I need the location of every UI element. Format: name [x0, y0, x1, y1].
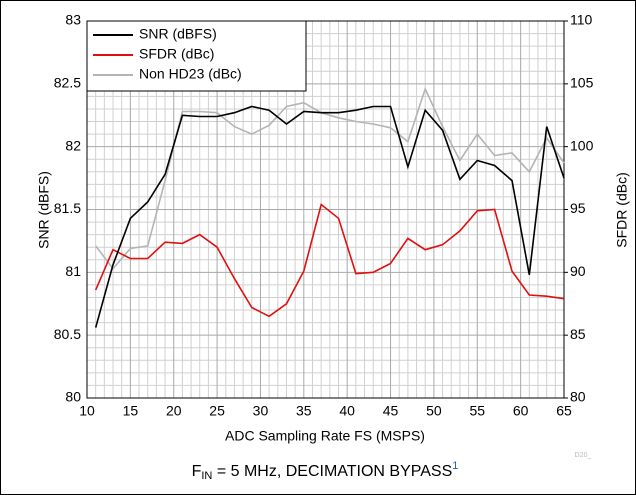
- caption-sub: IN: [201, 470, 212, 482]
- x-tick-label: 40: [339, 403, 355, 419]
- y2-tick-label: 80: [570, 389, 586, 405]
- x-tick-label: 55: [469, 403, 485, 419]
- x-tick-label: 10: [79, 403, 95, 419]
- y-tick-label: 83: [65, 12, 81, 28]
- x-tick-label: 30: [253, 403, 269, 419]
- x-tick-label: 60: [513, 403, 529, 419]
- y2-tick-label: 95: [570, 200, 586, 216]
- y-tick-label: 80.5: [54, 326, 81, 342]
- caption: FIN = 5 MHz, DECIMATION BYPASS1: [192, 460, 459, 482]
- x-tick-label: 45: [383, 403, 399, 419]
- y-tick-label: 82: [65, 137, 81, 153]
- y2-tick-label: 90: [570, 263, 586, 279]
- x-axis-label: ADC Sampling Rate FS (MSPS): [225, 428, 425, 444]
- y2-tick-label: 110: [570, 12, 593, 28]
- x-tick-label: 25: [209, 403, 225, 419]
- y-tick-label: 82.5: [54, 75, 81, 91]
- y-tick-label: 81: [65, 263, 81, 279]
- x-tick-label: 65: [556, 403, 572, 419]
- y2-tick-label: 100: [570, 137, 594, 153]
- y-tick-label: 80: [65, 389, 81, 405]
- caption-rest: = 5 MHz, DECIMATION BYPASS: [212, 463, 452, 480]
- caption-sup: 1: [452, 460, 458, 472]
- x-tick-label: 15: [123, 403, 139, 419]
- legend-label: SNR (dBFS): [139, 26, 217, 42]
- figure-id: D20_: [575, 452, 592, 459]
- series-line: [94, 105, 565, 328]
- x-tick-label: 35: [296, 403, 312, 419]
- legend-label: Non HD23 (dBc): [139, 66, 242, 82]
- x-tick-label: 50: [426, 403, 442, 419]
- y2-tick-label: 85: [570, 326, 586, 342]
- y-axis-label: SNR (dBFS): [36, 171, 52, 249]
- legend-label: SFDR (dBc): [139, 46, 214, 62]
- plot-border: [86, 20, 565, 399]
- series-line: [94, 203, 565, 318]
- y2-axis-label: SFDR (dBc): [614, 172, 630, 247]
- y-tick-label: 81.5: [54, 200, 81, 216]
- y2-tick-label: 105: [570, 75, 594, 91]
- caption-main: F: [192, 463, 202, 480]
- x-tick-label: 20: [166, 403, 182, 419]
